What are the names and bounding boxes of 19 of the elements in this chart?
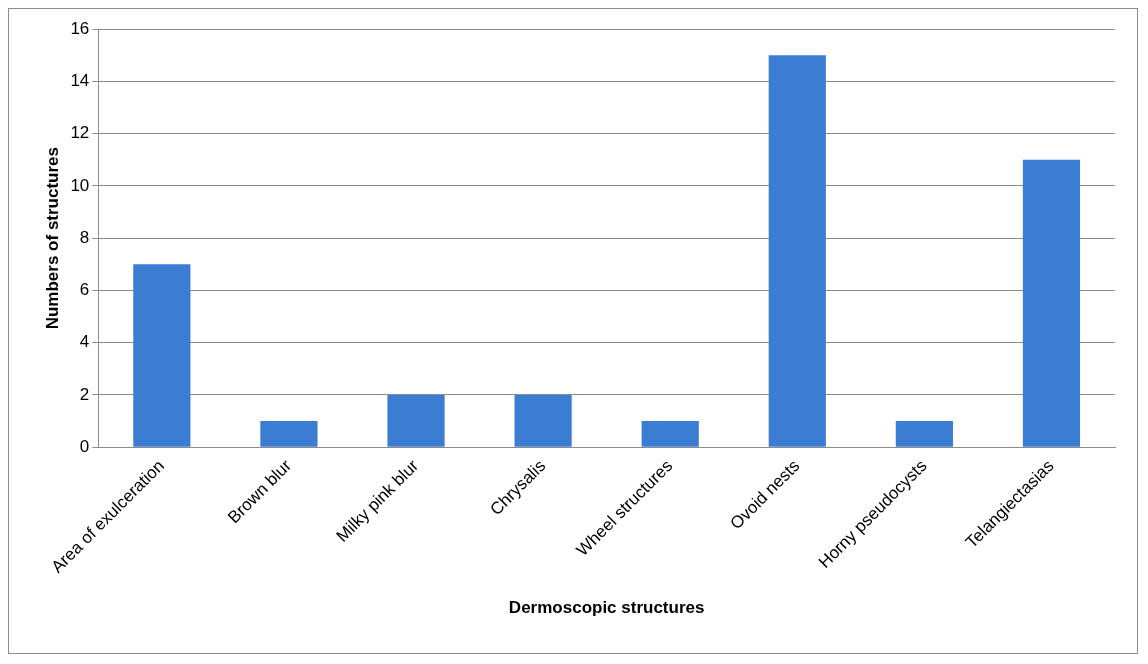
y-tick-label: 6	[79, 280, 90, 300]
x-axis-title: Dermoscopic structures	[508, 598, 705, 618]
y-tick-label: 0	[79, 436, 90, 456]
bar	[133, 264, 191, 447]
y-tick-label: 12	[70, 123, 90, 143]
y-tick-label: 16	[70, 18, 90, 38]
bar	[387, 394, 445, 447]
y-tick-label: 2	[79, 384, 90, 404]
bar	[1022, 159, 1081, 447]
y-axis-title: Numbers of structures	[42, 146, 62, 330]
bar	[514, 394, 572, 447]
bar	[768, 55, 826, 447]
y-tick-label: 8	[79, 227, 90, 247]
bar	[641, 421, 699, 447]
bar	[260, 421, 318, 447]
y-tick-label: 10	[70, 175, 90, 195]
bar	[895, 421, 953, 447]
y-tick-label: 14	[70, 70, 90, 90]
y-tick-label: 4	[79, 332, 90, 352]
